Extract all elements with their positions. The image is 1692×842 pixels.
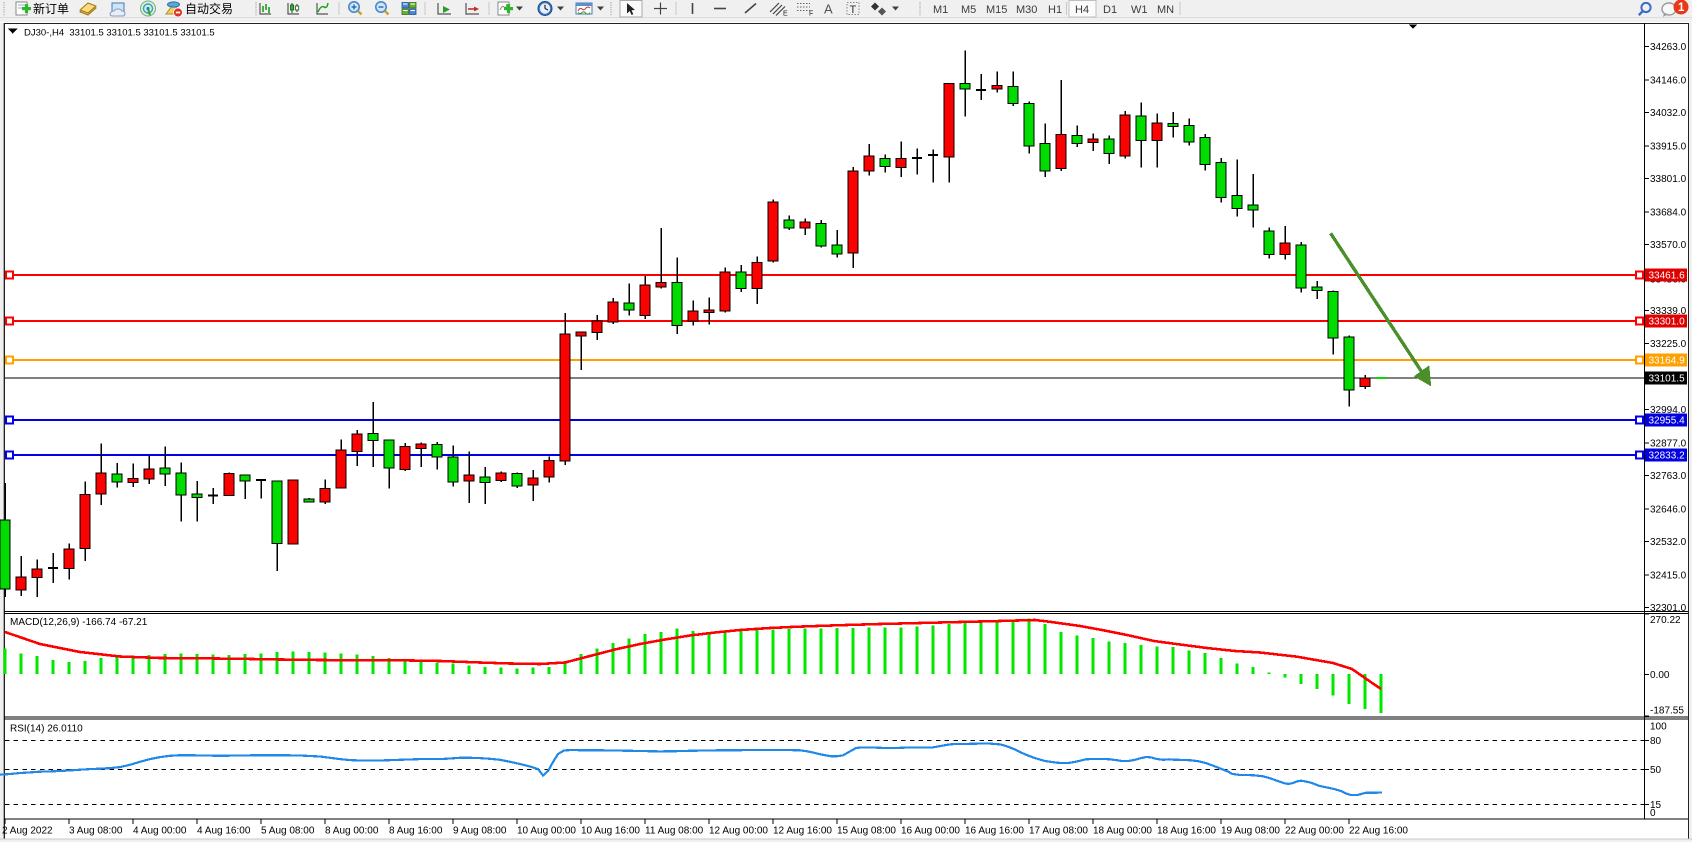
svg-text:34146.0: 34146.0 [1650, 76, 1687, 87]
svg-text:34263.0: 34263.0 [1650, 42, 1687, 53]
svg-text:1: 1 [1678, 2, 1685, 14]
svg-text:E: E [783, 11, 788, 18]
svg-text:M1: M1 [933, 4, 948, 16]
svg-text:11 Aug 08:00: 11 Aug 08:00 [645, 826, 704, 837]
svg-text:MN: MN [1157, 4, 1174, 16]
svg-text:5 Aug 08:00: 5 Aug 08:00 [261, 826, 315, 837]
svg-text:2 Aug 2022: 2 Aug 2022 [2, 826, 53, 837]
svg-text:32532.0: 32532.0 [1650, 537, 1687, 548]
svg-text:15: 15 [1650, 800, 1662, 811]
svg-text:32415.0: 32415.0 [1650, 570, 1687, 581]
svg-text:10 Aug 16:00: 10 Aug 16:00 [581, 826, 640, 837]
svg-text:-187.55: -187.55 [1650, 705, 1684, 716]
svg-text:3 Aug 08:00: 3 Aug 08:00 [69, 826, 123, 837]
svg-text:M5: M5 [961, 4, 976, 16]
svg-text:33801.0: 33801.0 [1650, 174, 1687, 185]
svg-text:22 Aug 16:00: 22 Aug 16:00 [1349, 826, 1408, 837]
svg-text:33301.0: 33301.0 [1649, 317, 1686, 328]
svg-text:100: 100 [1650, 721, 1667, 732]
svg-text:8 Aug 00:00: 8 Aug 00:00 [325, 826, 379, 837]
svg-text:9 Aug 08:00: 9 Aug 08:00 [453, 826, 507, 837]
svg-text:16 Aug 00:00: 16 Aug 00:00 [901, 826, 960, 837]
svg-text:33570.0: 33570.0 [1650, 240, 1687, 251]
svg-text:4 Aug 16:00: 4 Aug 16:00 [197, 826, 251, 837]
svg-text:50: 50 [1650, 765, 1662, 776]
svg-text:W1: W1 [1131, 4, 1148, 16]
svg-text:0: 0 [1650, 808, 1656, 819]
svg-text:DJ30-,H4 33101.5 33101.5 3310: DJ30-,H4 33101.5 33101.5 33101.5 33101.5 [24, 28, 215, 39]
svg-text:33915.0: 33915.0 [1650, 142, 1687, 153]
svg-text:32955.4: 32955.4 [1649, 416, 1686, 427]
svg-text:H4: H4 [1075, 4, 1089, 16]
svg-text:22 Aug 00:00: 22 Aug 00:00 [1285, 826, 1344, 837]
svg-text:H1: H1 [1048, 4, 1062, 16]
svg-text:自动交易: 自动交易 [185, 1, 233, 16]
svg-text:MACD(12,26,9) -166.74 -67.21: MACD(12,26,9) -166.74 -67.21 [10, 617, 148, 628]
svg-text:33164.9: 33164.9 [1649, 356, 1686, 367]
svg-text:33339.0: 33339.0 [1650, 306, 1687, 317]
svg-text:T: T [850, 4, 857, 16]
svg-text:18 Aug 00:00: 18 Aug 00:00 [1093, 826, 1152, 837]
svg-text:16 Aug 16:00: 16 Aug 16:00 [965, 826, 1024, 837]
svg-text:80: 80 [1650, 736, 1662, 747]
svg-text:32646.0: 32646.0 [1650, 504, 1687, 515]
svg-text:33461.6: 33461.6 [1649, 271, 1686, 282]
svg-text:32833.2: 32833.2 [1649, 451, 1686, 462]
svg-text:17 Aug 08:00: 17 Aug 08:00 [1029, 826, 1088, 837]
svg-text:32301.0: 32301.0 [1650, 603, 1687, 614]
svg-text:12 Aug 16:00: 12 Aug 16:00 [773, 826, 832, 837]
svg-text:M30: M30 [1016, 4, 1037, 16]
svg-text:18 Aug 16:00: 18 Aug 16:00 [1157, 826, 1216, 837]
svg-text:32763.0: 32763.0 [1650, 471, 1687, 482]
svg-text:270.22: 270.22 [1650, 615, 1681, 626]
svg-text:4 Aug 00:00: 4 Aug 00:00 [133, 826, 187, 837]
svg-text:15 Aug 08:00: 15 Aug 08:00 [837, 826, 896, 837]
svg-text:12 Aug 00:00: 12 Aug 00:00 [709, 826, 768, 837]
svg-text:F: F [809, 11, 813, 18]
svg-text:19 Aug 08:00: 19 Aug 08:00 [1221, 826, 1280, 837]
svg-text:RSI(14) 26.0110: RSI(14) 26.0110 [10, 724, 83, 735]
svg-text:8 Aug 16:00: 8 Aug 16:00 [389, 826, 443, 837]
svg-text:32994.0: 32994.0 [1650, 405, 1687, 416]
svg-text:0.00: 0.00 [1650, 670, 1670, 681]
svg-text:A: A [824, 2, 833, 17]
svg-text:新订单: 新订单 [33, 1, 69, 16]
svg-text:33101.5: 33101.5 [1649, 374, 1686, 385]
svg-text:D1: D1 [1103, 4, 1117, 16]
svg-text:32877.0: 32877.0 [1650, 438, 1687, 449]
svg-text:10 Aug 00:00: 10 Aug 00:00 [517, 826, 576, 837]
svg-text:33684.0: 33684.0 [1650, 208, 1687, 219]
svg-text:34032.0: 34032.0 [1650, 108, 1687, 119]
svg-text:33225.0: 33225.0 [1650, 339, 1687, 350]
svg-text:M15: M15 [986, 4, 1007, 16]
